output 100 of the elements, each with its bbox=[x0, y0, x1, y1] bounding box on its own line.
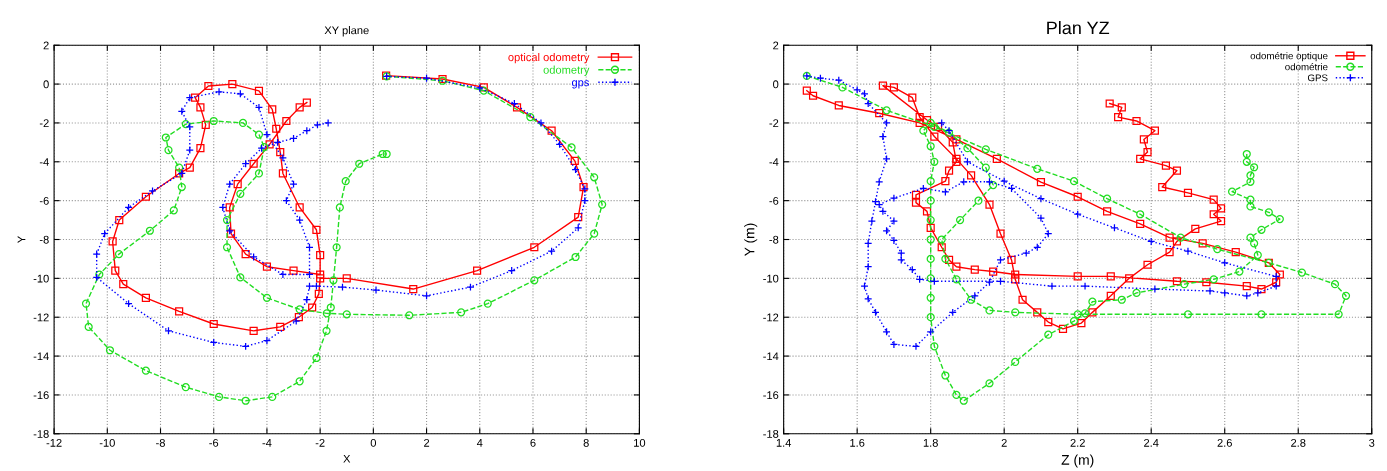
y-tick-label: -16 bbox=[33, 391, 49, 400]
point bbox=[222, 215, 232, 225]
point bbox=[475, 83, 484, 93]
point bbox=[209, 319, 218, 329]
legend-label: odométrie bbox=[1285, 63, 1328, 71]
point bbox=[111, 266, 120, 275]
point bbox=[249, 159, 258, 168]
point bbox=[530, 276, 539, 285]
point bbox=[81, 299, 91, 308]
point bbox=[236, 189, 245, 198]
point bbox=[92, 249, 101, 259]
point bbox=[141, 293, 150, 302]
point bbox=[209, 116, 218, 126]
y-tick-label: -16 bbox=[763, 391, 779, 400]
y-tick-label: -18 bbox=[33, 430, 49, 438]
point bbox=[316, 250, 325, 260]
x-tick-label: 2.6 bbox=[1217, 438, 1232, 447]
y-tick-label: -6 bbox=[769, 196, 779, 205]
point bbox=[115, 215, 124, 225]
point bbox=[84, 322, 93, 332]
point bbox=[571, 252, 580, 262]
point bbox=[164, 146, 173, 155]
point bbox=[204, 81, 213, 91]
point bbox=[316, 270, 325, 279]
point bbox=[341, 177, 350, 186]
y-tick-label: 2 bbox=[43, 41, 49, 50]
point bbox=[228, 79, 237, 89]
point bbox=[308, 303, 317, 312]
point bbox=[214, 392, 224, 401]
point bbox=[181, 383, 190, 392]
x-tick-label: -2 bbox=[315, 438, 325, 447]
point bbox=[295, 103, 304, 112]
point bbox=[512, 103, 522, 112]
y-tick-label: -14 bbox=[33, 352, 49, 361]
point bbox=[278, 169, 287, 178]
point bbox=[294, 313, 303, 322]
x-tick-label: 1.8 bbox=[923, 438, 938, 447]
point bbox=[278, 270, 287, 279]
point bbox=[338, 283, 347, 292]
point bbox=[196, 103, 205, 112]
point bbox=[105, 346, 115, 355]
point bbox=[342, 274, 351, 283]
point bbox=[175, 163, 184, 172]
y-tick-label: -10 bbox=[763, 274, 779, 283]
point bbox=[382, 149, 391, 159]
y-tick-label: -14 bbox=[763, 352, 779, 361]
point bbox=[314, 289, 323, 299]
x-tick-label: 2 bbox=[1001, 438, 1007, 447]
x-tick-label: -8 bbox=[156, 438, 165, 447]
point bbox=[289, 266, 298, 275]
y-tick-label: -4 bbox=[769, 158, 779, 166]
point bbox=[302, 98, 311, 107]
y-tick-label: -10 bbox=[33, 274, 49, 283]
point bbox=[355, 159, 364, 168]
y-tick-label: -2 bbox=[769, 119, 779, 127]
x-tick-label: 1.4 bbox=[776, 439, 792, 447]
point bbox=[196, 144, 205, 153]
point bbox=[268, 392, 277, 401]
point bbox=[276, 147, 285, 157]
point bbox=[295, 305, 304, 314]
point bbox=[262, 130, 272, 139]
point bbox=[262, 262, 272, 271]
point bbox=[241, 396, 250, 405]
point bbox=[185, 163, 194, 172]
point bbox=[276, 322, 285, 332]
point bbox=[214, 87, 224, 96]
x-tick-label: 8 bbox=[583, 438, 589, 447]
point bbox=[181, 119, 190, 129]
point bbox=[466, 283, 475, 292]
point bbox=[526, 113, 535, 122]
point bbox=[254, 130, 264, 139]
point bbox=[536, 118, 546, 128]
point bbox=[324, 118, 333, 128]
x-tick-label: 2.8 bbox=[1291, 438, 1306, 447]
point bbox=[114, 249, 124, 259]
point bbox=[483, 299, 492, 308]
y-tick-label: 0 bbox=[43, 80, 49, 89]
point bbox=[236, 273, 245, 282]
legend-label: GPS bbox=[1307, 74, 1328, 82]
point bbox=[254, 103, 264, 112]
x-tick-label: 2.2 bbox=[1070, 438, 1085, 447]
point bbox=[268, 105, 277, 114]
point bbox=[295, 215, 304, 225]
point bbox=[371, 285, 381, 295]
point bbox=[598, 200, 607, 209]
x-tick-label: -10 bbox=[99, 438, 115, 447]
point bbox=[225, 203, 234, 212]
x-tick-label: 10 bbox=[634, 438, 646, 447]
legend-label: gps bbox=[571, 80, 590, 89]
point bbox=[457, 308, 466, 317]
point bbox=[378, 149, 387, 159]
point bbox=[316, 274, 325, 283]
point bbox=[254, 86, 264, 95]
point bbox=[141, 192, 150, 201]
point bbox=[322, 309, 331, 318]
point bbox=[567, 143, 576, 152]
chart-title: XY plane bbox=[324, 26, 369, 37]
point bbox=[145, 226, 154, 235]
point bbox=[177, 182, 186, 192]
x-tick-label: 2 bbox=[424, 438, 430, 447]
